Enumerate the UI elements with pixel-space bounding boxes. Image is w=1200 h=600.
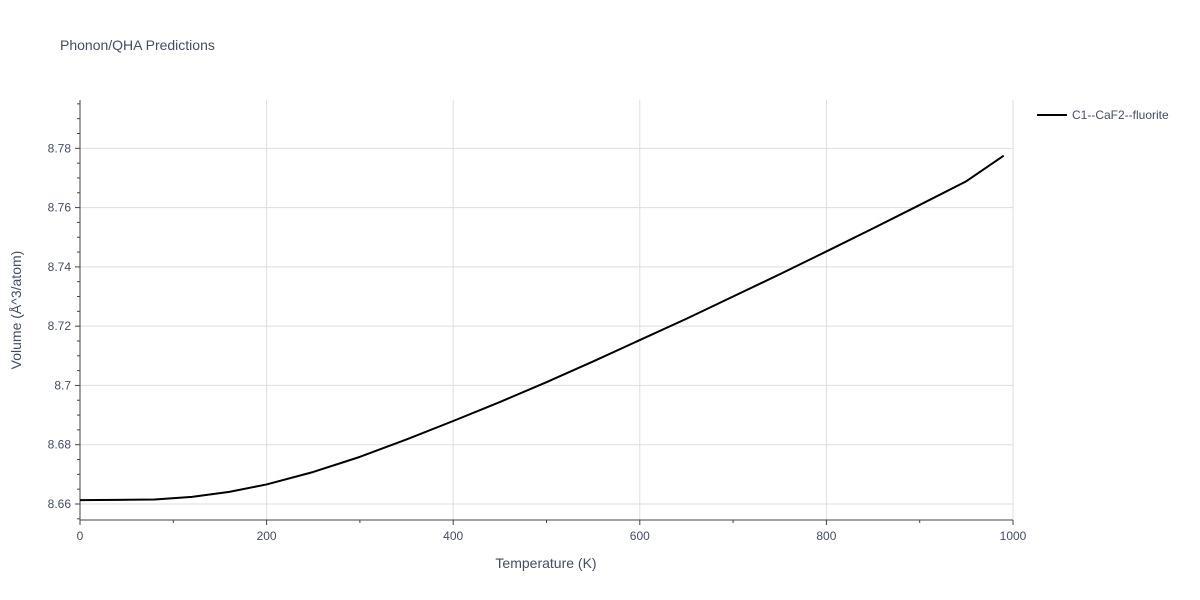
legend[interactable]: C1--CaF2--fluorite [1037,108,1169,122]
y-tick-label: 8.72 [48,319,72,333]
x-tick-label: 600 [630,529,650,543]
chart-title: Phonon/QHA Predictions [60,37,215,53]
x-tick-label: 200 [257,529,277,543]
grid-layer [80,100,1014,520]
y-tick-label: 8.7 [54,378,71,392]
legend-label: C1--CaF2--fluorite [1072,108,1169,122]
x-tick-label: 400 [443,529,463,543]
y-axis-title: Volume (Å^3/atom) [8,251,24,370]
x-axis-title: Temperature (K) [495,555,596,571]
y-tick-label: 8.74 [48,260,72,274]
y-tick-label: 8.66 [48,497,72,511]
y-tick-label: 8.78 [48,141,72,155]
x-tick-label: 0 [77,529,84,543]
ticks-layer: 0 200 400 600 800 1000 8.66 8.68 8.7 8.72 8.74 8.76… [48,103,1027,543]
y-tick-label: 8.76 [48,201,72,215]
x-tick-label: 800 [816,529,836,543]
series-layer [79,154,1005,502]
axes-layer [79,100,1013,521]
y-tick-label: 8.68 [48,438,72,452]
x-tick-label: 1000 [1000,529,1027,543]
series-line-0 [79,154,1005,502]
